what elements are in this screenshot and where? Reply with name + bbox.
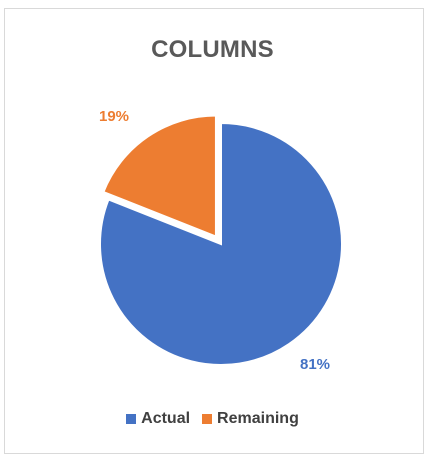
legend-label-remaining: Remaining	[217, 410, 299, 427]
pie-slice-remaining	[102, 114, 217, 239]
legend-item-actual: Actual	[126, 410, 190, 428]
legend-label-actual: Actual	[141, 410, 191, 427]
chart-title: COLUMNS	[151, 36, 274, 63]
legend-item-remaining: Remaining	[202, 410, 299, 428]
data-label-remaining: 19%	[99, 108, 130, 125]
legend-swatch-actual	[126, 414, 137, 424]
chart-legend: Actual Remaining	[0, 410, 425, 428]
legend-swatch-remaining	[202, 414, 213, 424]
data-label-actual: 81%	[300, 356, 331, 373]
pie-slice-actual	[99, 121, 343, 366]
